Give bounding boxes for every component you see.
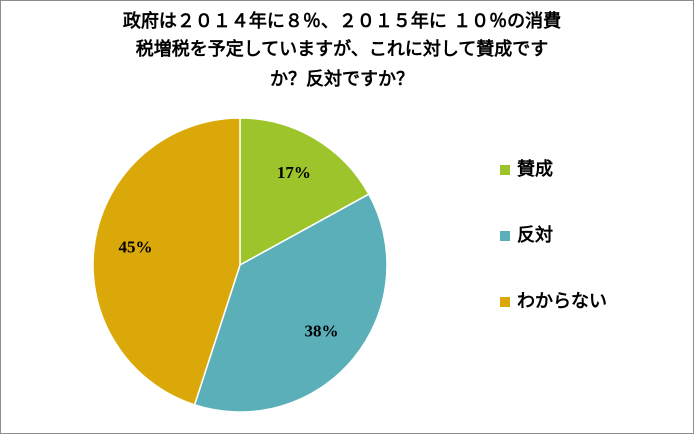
pie-slice (193, 193, 388, 413)
legend-swatch (500, 297, 510, 307)
legend-label: 反対 (517, 224, 553, 246)
pie-slice (239, 117, 370, 267)
chart-title: 政府は２０１４年に８％、２０１５年に １０％の消費 (123, 10, 561, 32)
legend-swatch (500, 231, 510, 241)
chart-title: か？反対ですか？ (270, 68, 414, 90)
pie-slice (92, 117, 241, 406)
legend-label: 賛成 (517, 158, 553, 180)
value-label: 38% (305, 321, 339, 340)
legend-label: わからない (517, 291, 607, 312)
chart-title: 税増税を予定していますが、これに対して賛成です (136, 38, 549, 60)
value-label: 45% (118, 237, 152, 256)
value-label: 17% (277, 163, 311, 182)
legend-swatch (500, 165, 510, 175)
